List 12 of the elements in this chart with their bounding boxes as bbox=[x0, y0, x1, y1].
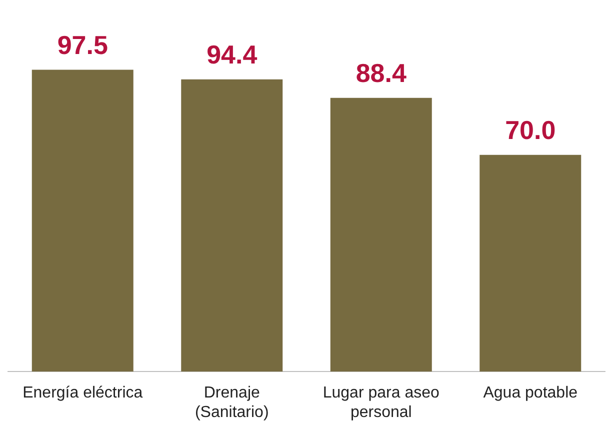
data-label: 94.4 bbox=[206, 40, 258, 70]
x-tick-label: Lugar para aseo personal bbox=[322, 384, 440, 421]
data-label: 97.5 bbox=[57, 30, 108, 60]
bar bbox=[32, 70, 134, 372]
bar bbox=[330, 98, 432, 372]
data-label: 70.0 bbox=[505, 115, 556, 146]
bar bbox=[480, 154, 582, 372]
x-tick-label: Drenaje (Sanitario) bbox=[194, 384, 269, 421]
x-tick-label: Agua potable bbox=[483, 384, 578, 402]
x-tick-label: Energía eléctrica bbox=[22, 384, 143, 402]
bar bbox=[181, 79, 283, 372]
data-label: 88.4 bbox=[356, 58, 407, 88]
